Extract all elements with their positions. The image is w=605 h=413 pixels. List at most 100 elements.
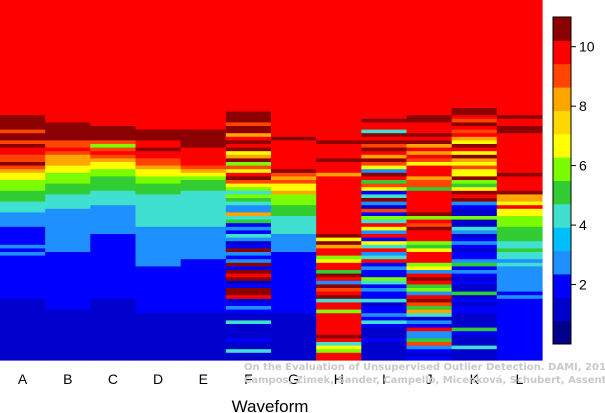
heatmap-cell: [496, 46, 543, 51]
heatmap-cell: [316, 46, 362, 51]
heatmap-cell: [496, 338, 543, 343]
heatmap-cell: [451, 302, 498, 307]
heatmap-cell: [316, 133, 362, 138]
heatmap-cell: [406, 291, 453, 296]
heatmap-cell: [45, 313, 91, 318]
heatmap-cell: [271, 133, 317, 138]
x-tick-label: G: [288, 371, 299, 387]
heatmap-cell: [180, 46, 227, 51]
heatmap-cell: [316, 223, 362, 228]
heatmap-cell: [225, 18, 272, 23]
heatmap-cell: [496, 165, 543, 170]
heatmap-cell: [271, 356, 317, 361]
heatmap-cell: [316, 284, 362, 289]
heatmap-cell: [225, 172, 272, 177]
heatmap-cell: [316, 93, 362, 98]
heatmap-cell: [90, 25, 137, 30]
heatmap-cell: [406, 244, 453, 249]
heatmap-cell: [361, 176, 408, 181]
heatmap-cell: [451, 144, 498, 149]
heatmap-cell: [451, 352, 498, 357]
heatmap-cell: [90, 255, 137, 260]
heatmap-cell: [316, 320, 362, 325]
heatmap-cell: [316, 208, 362, 213]
heatmap-cell: [451, 234, 498, 239]
heatmap-cell: [496, 180, 543, 185]
heatmap-cell: [135, 342, 182, 347]
heatmap-cell: [406, 212, 453, 217]
heatmap-cell: [316, 140, 362, 145]
heatmap-cell: [180, 64, 227, 69]
heatmap-cell: [0, 104, 46, 109]
heatmap-cell: [225, 313, 272, 318]
heatmap-cell: [90, 28, 137, 33]
heatmap-cell: [361, 237, 408, 242]
heatmap-cell: [496, 244, 543, 249]
heatmap-cell: [271, 118, 317, 123]
heatmap-cell: [406, 327, 453, 332]
heatmap-cell: [451, 72, 498, 77]
heatmap-cell: [271, 277, 317, 282]
heatmap-cell: [180, 183, 227, 188]
heatmap-cell: [271, 201, 317, 206]
heatmap-cell: [90, 147, 137, 152]
heatmap-cell: [0, 270, 46, 275]
heatmap-cell: [451, 108, 498, 113]
heatmap-cell: [0, 194, 46, 199]
heatmap-cell: [271, 241, 317, 246]
heatmap-cell: [90, 180, 137, 185]
heatmap-cell: [316, 234, 362, 239]
heatmap-cell: [271, 237, 317, 242]
x-tick-label: I: [382, 371, 386, 387]
heatmap-cell: [496, 140, 543, 145]
heatmap-cell: [271, 28, 317, 33]
heatmap-cell: [45, 144, 91, 149]
heatmap-cell: [0, 241, 46, 246]
heatmap-cell: [180, 97, 227, 102]
heatmap-cell: [451, 25, 498, 30]
heatmap-cell: [406, 14, 453, 19]
heatmap-cell: [406, 334, 453, 339]
heatmap-cell: [406, 345, 453, 350]
heatmap-cell: [451, 97, 498, 102]
heatmap-cell: [451, 158, 498, 163]
heatmap-cell: [225, 219, 272, 224]
heatmap-cell: [361, 244, 408, 249]
heatmap-cell: [90, 190, 137, 195]
heatmap-cell: [0, 115, 46, 120]
heatmap-cell: [316, 291, 362, 296]
heatmap-cell: [90, 345, 137, 350]
x-tick-label: E: [199, 371, 208, 387]
heatmap-cell: [180, 226, 227, 231]
heatmap-cell: [135, 14, 182, 19]
heatmap-cell: [180, 338, 227, 343]
heatmap-cell: [225, 212, 272, 217]
heatmap-cell: [0, 0, 46, 5]
heatmap-cell: [316, 248, 362, 253]
heatmap-cell: [316, 97, 362, 102]
heatmap-cell: [451, 79, 498, 84]
heatmap-cell: [271, 129, 317, 134]
heatmap-cell: [406, 72, 453, 77]
heatmap-cell: [361, 266, 408, 271]
heatmap-cell: [406, 226, 453, 231]
heatmap-cell: [361, 32, 408, 37]
heatmap-cell: [45, 104, 91, 109]
heatmap-cell: [90, 320, 137, 325]
heatmap-cell: [451, 169, 498, 174]
heatmap-cell: [451, 14, 498, 19]
heatmap-cell: [406, 234, 453, 239]
heatmap-cell: [180, 133, 227, 138]
heatmap-cell: [0, 144, 46, 149]
heatmap-cell: [451, 219, 498, 224]
heatmap-cell: [45, 230, 91, 235]
heatmap-cell: [271, 338, 317, 343]
heatmap-cell: [180, 126, 227, 131]
heatmap-cell: [496, 280, 543, 285]
heatmap-cell: [451, 154, 498, 159]
heatmap-cell: [225, 72, 272, 77]
heatmap-cell: [135, 223, 182, 228]
heatmap-cell: [406, 302, 453, 307]
colorbar-segment: [553, 17, 571, 41]
heatmap-cell: [361, 82, 408, 87]
